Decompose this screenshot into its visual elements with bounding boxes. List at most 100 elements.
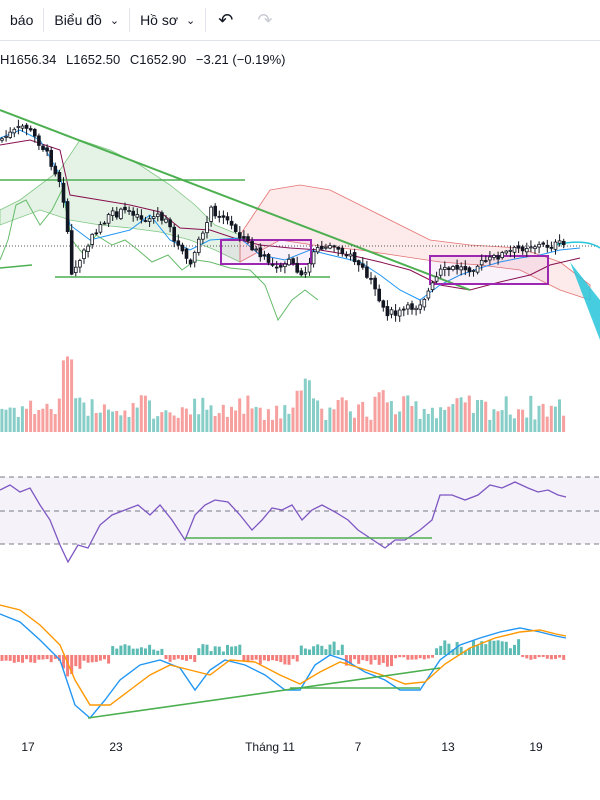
candle-body	[53, 165, 58, 175]
volume-bar	[127, 416, 131, 432]
volume-bar	[488, 419, 492, 432]
volume-bar	[98, 412, 102, 432]
candle-body	[49, 149, 53, 167]
chart-menu-button[interactable]: Biểu đồ ⌄	[44, 0, 129, 40]
volume-bar	[435, 418, 438, 432]
macd-histogram-bar	[123, 644, 127, 655]
macd-histogram-bar	[25, 655, 29, 660]
macd-histogram-bar	[230, 646, 234, 655]
candle-body	[385, 306, 390, 317]
candle-body	[201, 232, 205, 240]
macd-histogram-bar	[234, 646, 238, 655]
macd-histogram-bar	[508, 648, 512, 655]
macd-histogram-bar	[111, 646, 115, 655]
macd-histogram-bar	[332, 641, 336, 655]
candle-body	[291, 258, 295, 264]
volume-bar	[512, 418, 516, 432]
candle-body	[94, 232, 99, 235]
candle-body	[303, 272, 308, 275]
volume-bar	[66, 356, 69, 432]
volume-bar	[279, 418, 283, 432]
downtrend-line	[0, 109, 471, 291]
macd-histogram-bar	[504, 641, 508, 655]
macd-histogram-bar	[291, 655, 295, 660]
alert-button[interactable]: báo	[0, 0, 43, 40]
volume-bar	[168, 412, 172, 432]
volume-bar	[340, 397, 344, 432]
candle-body	[525, 248, 529, 253]
top-toolbar: báo Biểu đồ ⌄ Hồ sơ ⌄ ↶ ↷	[0, 0, 600, 41]
macd-histogram-bar	[242, 655, 246, 662]
candle-body	[102, 222, 107, 225]
macd-histogram-bar	[476, 645, 480, 655]
volume-bar	[525, 417, 529, 432]
macd-histogram-bar	[455, 641, 459, 655]
candle-body	[115, 211, 119, 218]
macd-histogram-bar	[496, 640, 500, 655]
candle-body	[332, 245, 336, 248]
volume-bar	[250, 408, 254, 432]
volume-bar	[201, 397, 205, 432]
volume-bar	[369, 419, 373, 432]
volume-bar	[455, 398, 459, 432]
volume-bar	[414, 401, 418, 432]
volume-bar	[107, 409, 110, 432]
candle-body	[352, 252, 357, 263]
candle-body	[270, 263, 275, 266]
candle-body	[196, 238, 201, 253]
candle-body	[442, 266, 447, 270]
macd-histogram-bar	[554, 655, 557, 659]
macd-histogram-bar	[402, 655, 406, 658]
volume-bar	[480, 399, 484, 432]
tenkan-line	[0, 129, 581, 301]
volume-bar	[143, 395, 147, 432]
macd-histogram-bar	[185, 655, 188, 661]
volume-bar	[410, 406, 414, 432]
volume-bar	[373, 396, 377, 432]
undo-icon[interactable]: ↶	[218, 9, 234, 30]
candle-body	[172, 226, 177, 242]
volume-bar	[500, 410, 504, 432]
volume-bar	[57, 398, 61, 432]
volume-bar	[0, 408, 4, 432]
projection-curve	[554, 241, 600, 249]
candle-body	[295, 262, 299, 273]
volume-bar	[517, 409, 520, 432]
volume-bar	[90, 399, 94, 432]
volume-bar	[205, 409, 209, 432]
macd-histogram-bar	[94, 655, 98, 662]
macd-histogram-bar	[4, 655, 8, 661]
redo-icon[interactable]: ↷	[257, 9, 273, 30]
macd-histogram-bar	[467, 647, 471, 655]
candle-body	[344, 254, 349, 257]
macd-histogram-bar	[238, 644, 242, 655]
volume-bar	[25, 408, 28, 432]
ichimoku-cloud-bullish	[0, 139, 241, 263]
macd-histogram-bar	[103, 655, 106, 660]
volume-bar	[353, 417, 356, 432]
volume-bar	[537, 405, 541, 432]
candle-body	[529, 246, 533, 249]
volume-bar	[16, 416, 20, 432]
candle-body	[324, 246, 328, 249]
volume-bar	[291, 407, 295, 432]
candle-body	[311, 251, 316, 265]
macd-histogram-bar	[131, 648, 135, 655]
volume-bar	[562, 415, 566, 432]
macd-histogram-bar	[533, 655, 537, 659]
profile-menu-label: Hồ sơ	[140, 12, 179, 28]
macd-histogram-bar	[435, 648, 439, 655]
candle-body	[455, 264, 459, 270]
candle-body	[33, 128, 37, 137]
candle-body	[500, 252, 504, 258]
profile-menu-button[interactable]: Hồ sơ ⌄	[130, 0, 205, 40]
macd-histogram-bar	[250, 655, 254, 661]
candle-body	[278, 265, 283, 268]
volume-bar	[37, 409, 41, 432]
projection-arrow	[570, 262, 600, 340]
candle-body	[78, 260, 82, 268]
volume-bar	[230, 406, 233, 432]
volume-bar	[275, 405, 279, 432]
macd-histogram-bar	[295, 655, 299, 662]
